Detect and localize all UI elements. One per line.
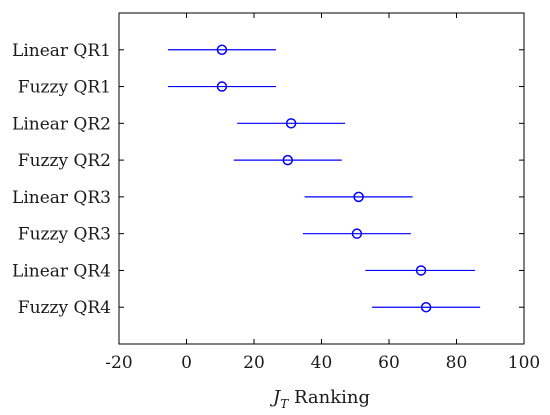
mean-marker [285,118,297,129]
mean-marker [216,81,228,92]
plot-frame [118,12,525,345]
x-tick-label: 100 [508,353,540,373]
mean-marker [216,44,228,56]
x-tick-label: 20 [243,353,265,373]
category-label: Fuzzy QR1 [18,78,111,98]
mean-marker [420,301,432,313]
category-label: Linear QR3 [12,188,111,208]
x-tick-label: 60 [378,353,400,373]
category-label: Fuzzy QR4 [18,298,111,318]
category-labels: Linear QR1 Fuzzy QR1 Linear QR2 Fuzzy QR2 Li… [12,41,524,318]
category-label: Linear QR2 [12,114,111,134]
x-tick-label: -20 [105,353,132,373]
x-axis-title-symbol: J [269,387,282,408]
category-label: Fuzzy QR3 [18,225,111,245]
interval-marks [167,44,481,313]
x-axis-title-text: Ranking [288,387,370,408]
mean-marker [282,154,293,166]
mean-marker [415,265,427,276]
x-axis-ticks: -20 0 20 40 60 80 100 [105,13,540,373]
mean-marker [353,191,364,203]
mean-marker [351,228,363,239]
category-label: Fuzzy QR2 [18,151,111,171]
x-axis-title: JT Ranking [269,387,370,411]
x-axis-title-subscript: T [280,397,289,411]
x-tick-label: 40 [311,353,333,373]
x-tick-label: 80 [446,353,468,373]
category-label: Linear QR1 [12,41,111,61]
category-label: Linear QR4 [12,261,111,281]
x-tick-label: 0 [181,353,192,373]
